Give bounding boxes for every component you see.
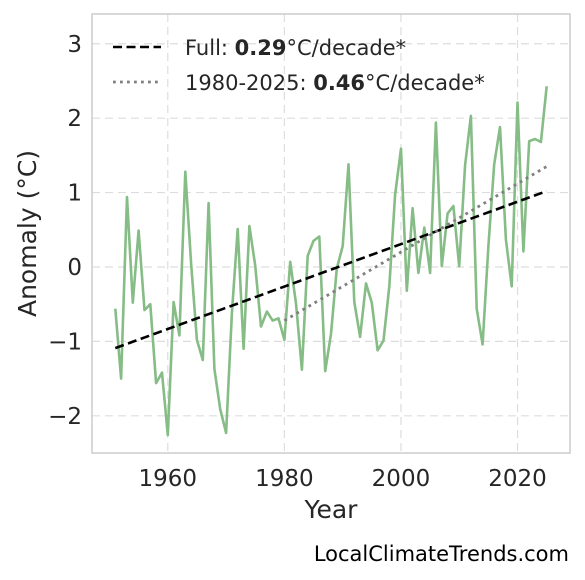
y-ticks: −2 −1 0 1 2 3 — [48, 32, 82, 430]
y-tick-label: −2 — [48, 404, 82, 430]
legend-recent-prefix: 1980-2025: — [185, 71, 313, 95]
legend-entry-recent: 1980-2025: 0.46°C/decade* — [185, 71, 485, 95]
x-tick-label: 2000 — [372, 466, 431, 492]
anomaly-line — [114, 86, 548, 437]
legend: Full: 0.29°C/decade* 1980-2025: 0.46°C/d… — [113, 36, 485, 95]
watermark: LocalClimateTrends.com — [314, 542, 569, 566]
x-ticks: 1960 1980 2000 2020 — [139, 466, 547, 492]
legend-entry-full: Full: 0.29°C/decade* — [185, 36, 406, 60]
plot-series — [114, 86, 548, 437]
legend-full-suffix: °C/decade* — [287, 36, 407, 60]
trend-line-full — [114, 189, 548, 350]
y-tick-label: 3 — [67, 32, 82, 58]
y-axis-label: Anomaly (°C) — [13, 150, 42, 317]
y-tick-label: 0 — [67, 255, 82, 281]
legend-full-prefix: Full: — [185, 36, 235, 60]
legend-recent-suffix: °C/decade* — [365, 71, 485, 95]
y-tick-label: −1 — [48, 329, 82, 355]
legend-full-value: 0.29 — [235, 36, 287, 60]
plot-frame — [91, 13, 571, 454]
y-tick-label: 1 — [67, 181, 82, 207]
x-tick-label: 1980 — [255, 466, 314, 492]
x-tick-label: 2020 — [488, 466, 547, 492]
y-tick-label: 2 — [67, 106, 82, 132]
x-tick-label: 1960 — [139, 466, 198, 492]
legend-recent-value: 0.46 — [313, 71, 365, 95]
trend-line-recent — [283, 165, 548, 322]
x-axis-label: Year — [304, 495, 359, 524]
